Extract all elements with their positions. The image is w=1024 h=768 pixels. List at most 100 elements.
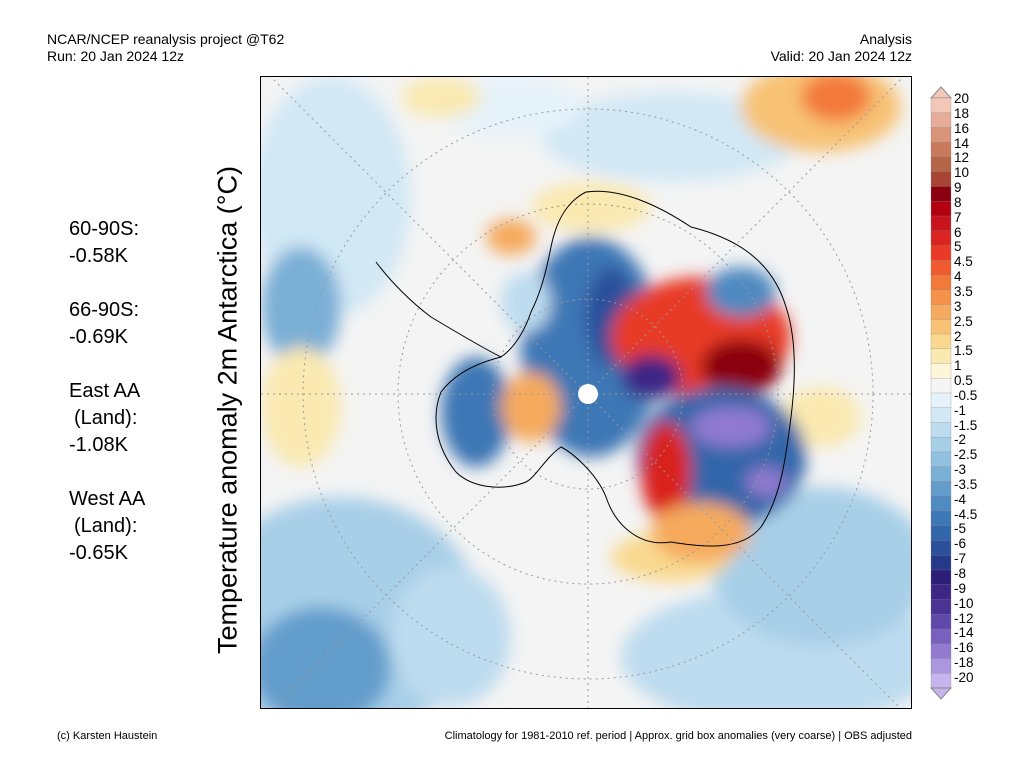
colorbar-label: -4.5 — [954, 506, 978, 522]
colorbar-swatch — [930, 407, 952, 423]
colorbar-swatch — [930, 673, 952, 689]
region-stats: 60-90S: -0.58K 66-90S: -0.69K East AA (L… — [64, 216, 145, 594]
valid-time: Valid: 20 Jan 2024 12z — [770, 48, 912, 64]
colorbar-swatch — [930, 274, 952, 291]
colorbar-label: -4 — [954, 491, 967, 507]
colorbar-swatch — [930, 289, 952, 305]
colorbar — [930, 86, 952, 700]
colorbar-swatch — [930, 156, 952, 173]
colorbar-swatch — [930, 614, 952, 630]
model-title: NCAR/NCEP reanalysis project @T62 — [47, 31, 285, 47]
colorbar-swatch — [930, 260, 952, 276]
colorbar-swatch — [930, 245, 952, 261]
colorbar-label: 5 — [954, 239, 962, 255]
colorbar-swatch — [930, 584, 952, 600]
colorbar-swatch — [930, 451, 952, 468]
colorbar-swatch — [930, 525, 952, 541]
colorbar-label: 18 — [954, 105, 970, 121]
colorbar-label: 0.5 — [954, 373, 973, 389]
colorbar-label: -10 — [954, 595, 974, 611]
header-right: Analysis Valid: 20 Jan 2024 12z — [771, 31, 912, 65]
peninsula-coastline — [375, 261, 502, 358]
colorbar-swatch — [930, 643, 952, 659]
colorbar-label: -2 — [954, 432, 967, 448]
colorbar-swatch — [930, 171, 952, 187]
colorbar-label: -5 — [954, 521, 967, 537]
colorbar-label: -1 — [954, 402, 967, 418]
colorbar-label: 16 — [954, 120, 970, 136]
colorbar-swatch — [930, 127, 952, 143]
colorbar-label: 3.5 — [954, 283, 973, 299]
colorbar-swatch — [930, 466, 952, 482]
colorbar-swatch — [930, 599, 952, 615]
colorbar-label: -16 — [954, 640, 974, 656]
antarctica-coastline — [435, 190, 795, 547]
colorbar-label: -20 — [954, 669, 974, 685]
credit: (c) Karsten Haustein — [57, 730, 158, 742]
colorbar-swatch — [930, 201, 952, 217]
colorbar-label: 9 — [954, 180, 962, 196]
header-left: NCAR/NCEP reanalysis project @T62 Run: 2… — [47, 31, 284, 65]
colorbar-swatch — [930, 348, 952, 364]
colorbar-swatch — [930, 363, 952, 379]
colorbar-swatch — [930, 658, 952, 674]
colorbar-swatch — [930, 569, 952, 586]
colorbar-label: 12 — [954, 150, 970, 166]
colorbar-label: 4.5 — [954, 254, 973, 270]
colorbar-swatch — [930, 112, 952, 128]
colorbar-swatch — [930, 378, 952, 394]
colorbar-top-arrow — [930, 86, 952, 99]
colorbar-swatch — [930, 510, 952, 527]
colorbar-bottom-arrow — [930, 687, 952, 700]
anomaly-map — [260, 76, 912, 709]
stat-60-90s: 60-90S: -0.58K — [69, 218, 140, 267]
colorbar-label: 3 — [954, 298, 962, 314]
pole-marker — [578, 384, 598, 404]
colorbar-label: -8 — [954, 566, 967, 581]
colorbar-swatch — [930, 215, 952, 232]
colorbar-label: 2 — [954, 328, 962, 344]
colorbar-swatch — [930, 142, 952, 158]
run-time: Run: 20 Jan 2024 12z — [47, 48, 184, 64]
colorbar-swatch — [930, 230, 952, 246]
colorbar-label: 14 — [954, 135, 970, 151]
analysis-label: Analysis — [859, 31, 912, 47]
anomaly-field — [261, 77, 911, 708]
colorbar-label: 2.5 — [954, 313, 973, 329]
colorbar-label: 1 — [954, 358, 962, 374]
colorbar-swatch — [930, 186, 952, 202]
climatology-note: Climatology for 1981-2010 ref. period | … — [444, 730, 912, 742]
colorbar-label: 1.5 — [954, 343, 973, 359]
map-title: Temperature anomaly 2m Antarctica (°C) — [212, 166, 243, 654]
colorbar-swatch — [930, 333, 952, 350]
stat-east-aa: East AA (Land): -1.08K — [69, 380, 141, 456]
colorbar-swatch — [930, 437, 952, 453]
colorbar-label: -3.5 — [954, 476, 978, 492]
colorbar-label: 8 — [954, 194, 962, 210]
colorbar-label: -0.5 — [954, 387, 978, 403]
colorbar-label: -9 — [954, 580, 967, 596]
colorbar-swatch — [930, 97, 952, 114]
colorbar-swatch — [930, 304, 952, 320]
colorbar-label: -7 — [954, 551, 967, 567]
colorbar-label: -6 — [954, 536, 967, 552]
stat-west-aa: West AA (Land): -0.65K — [69, 488, 146, 564]
colorbar-label: -18 — [954, 655, 974, 671]
colorbar-label: 4 — [954, 269, 962, 285]
colorbar-swatch — [930, 540, 952, 556]
colorbar-label: 10 — [954, 165, 970, 181]
colorbar-label: 7 — [954, 209, 962, 225]
colorbar-label: 6 — [954, 224, 962, 240]
colorbar-label: -2.5 — [954, 447, 978, 463]
colorbar-labels: 20 18 16 14 12 10 9 8 7 6 5 4.5 4 3.5 3 2.5 2 1.5 1 0.5 -0.5… — [954, 91, 978, 686]
colorbar-swatch — [930, 496, 952, 512]
colorbar-label: -3 — [954, 462, 967, 478]
colorbar-swatch — [930, 319, 952, 335]
colorbar-swatch — [930, 392, 952, 409]
stat-66-90s: 66-90S: -0.69K — [69, 299, 140, 348]
colorbar-label: 20 — [954, 91, 970, 106]
colorbar-label: -14 — [954, 625, 974, 641]
map-svg — [261, 77, 911, 708]
colorbar-swatch — [930, 555, 952, 571]
colorbar-swatch — [930, 481, 952, 497]
